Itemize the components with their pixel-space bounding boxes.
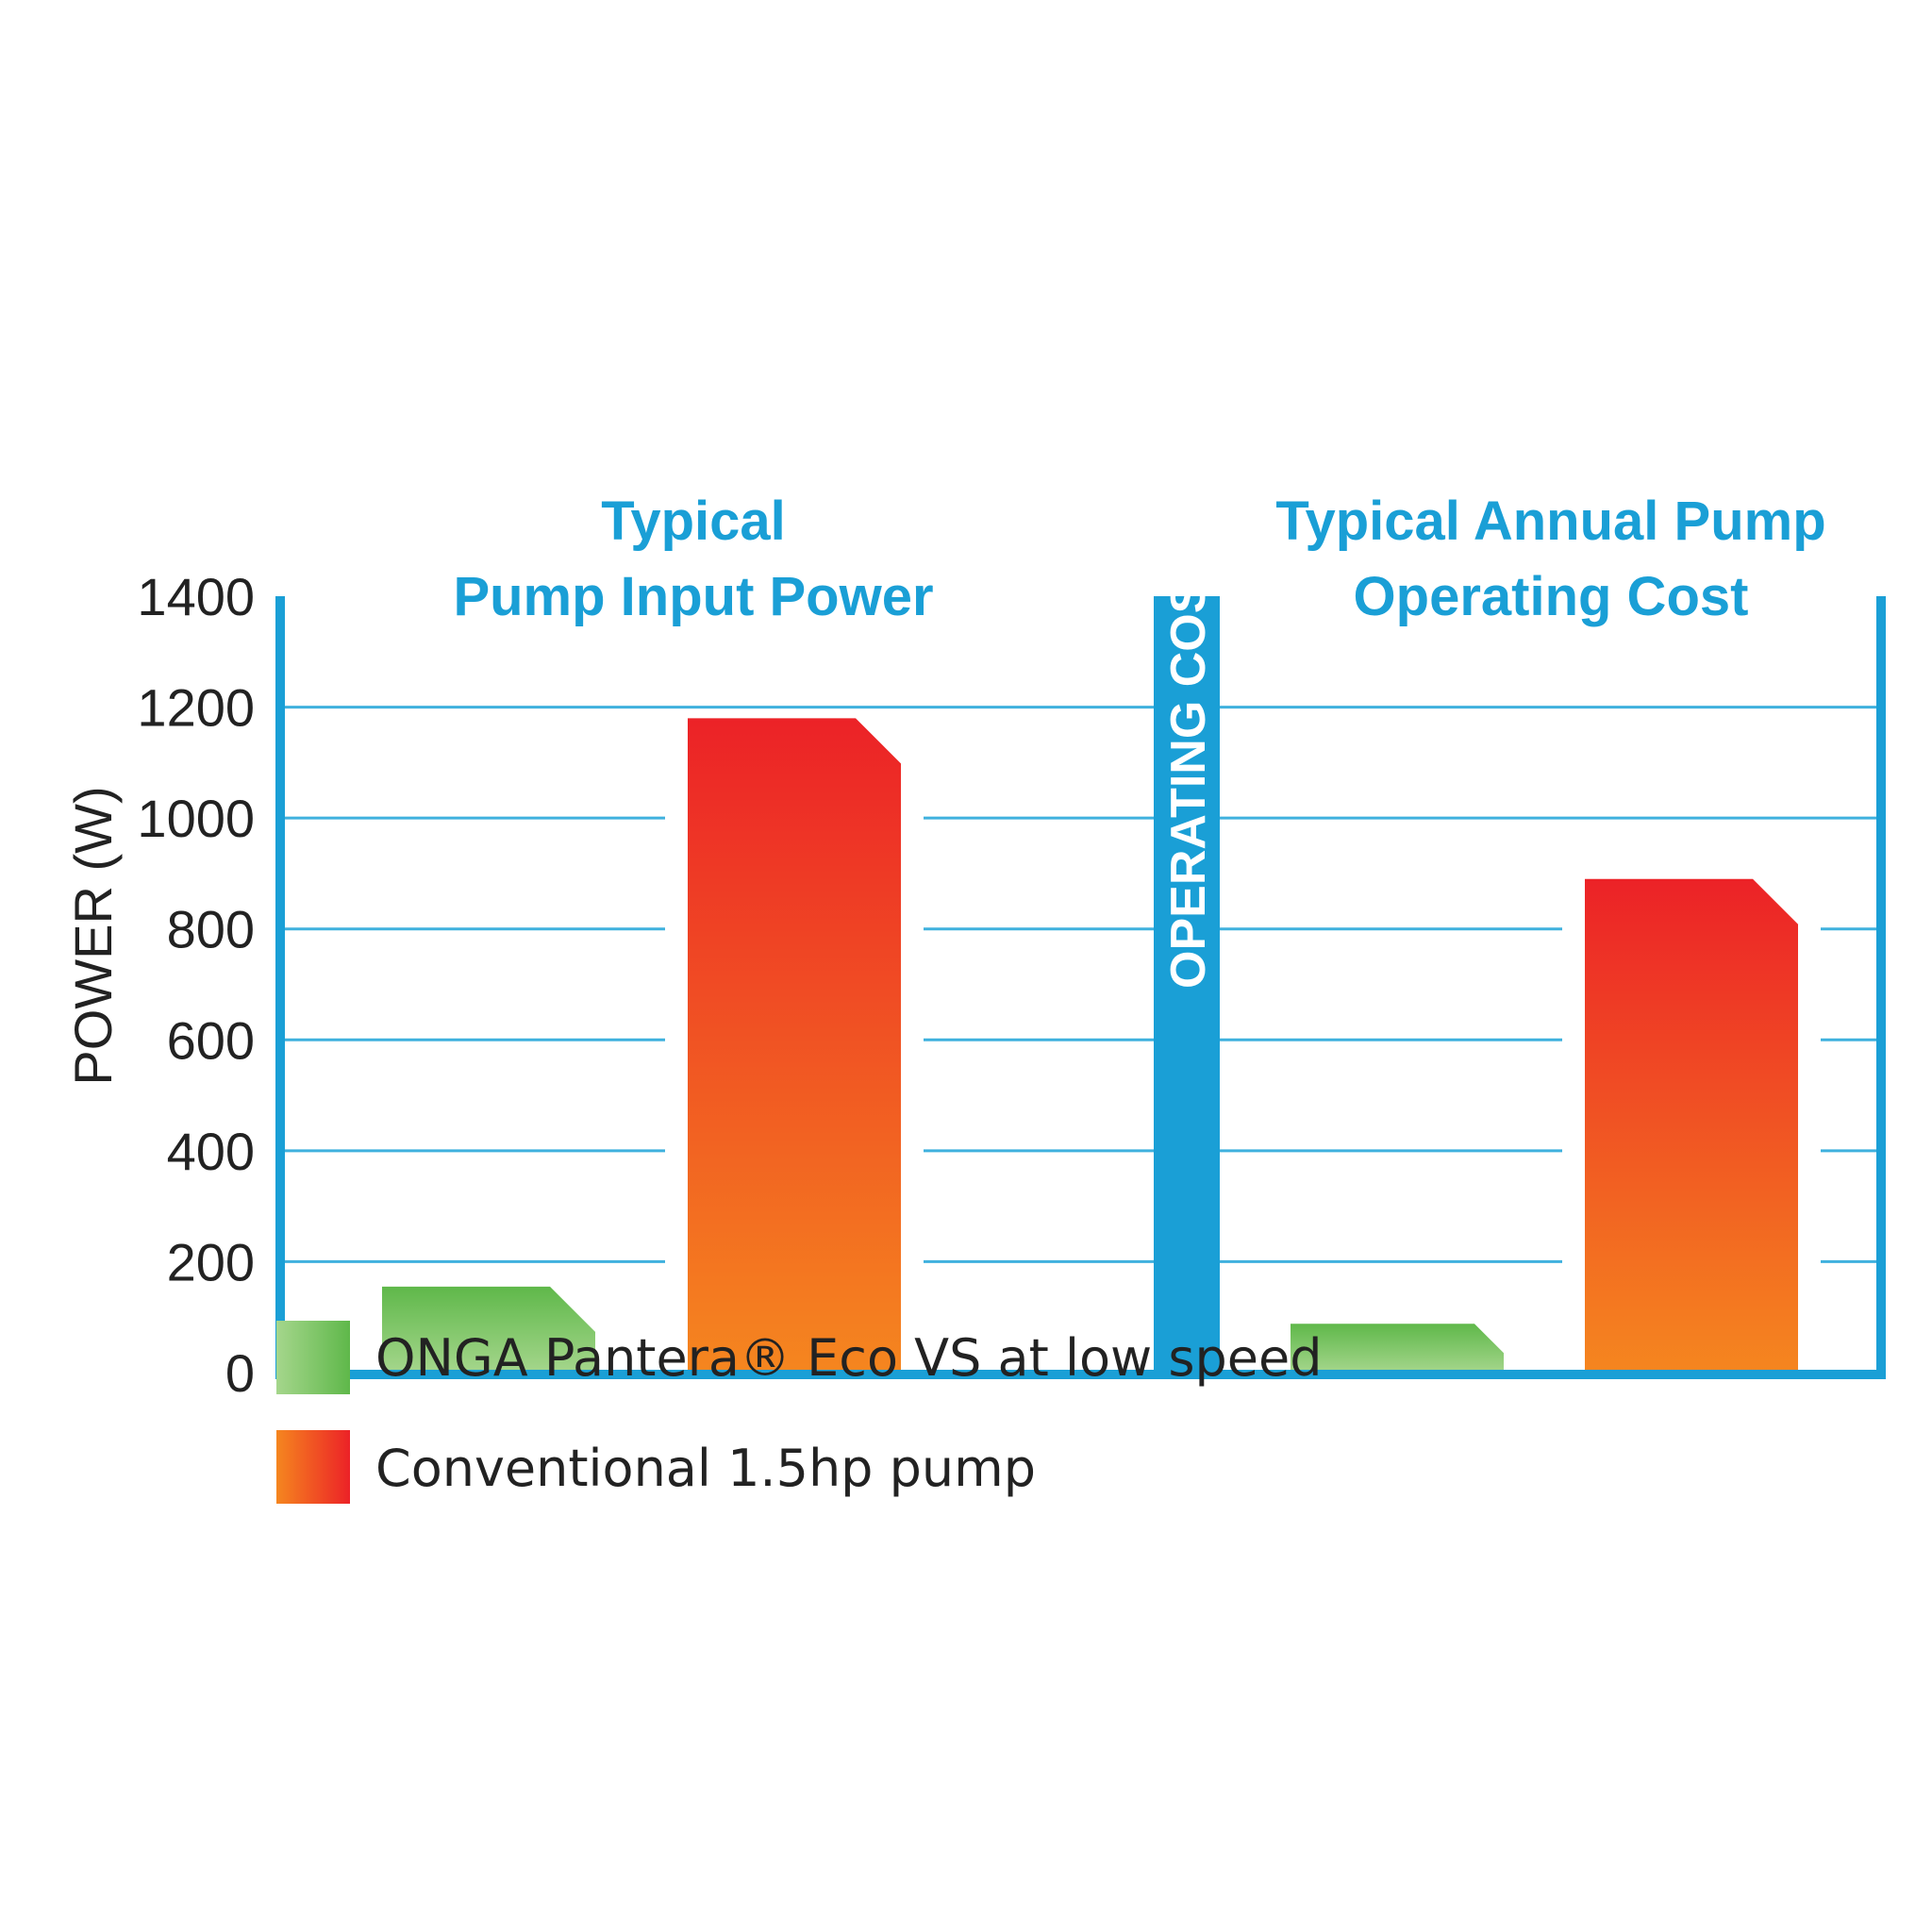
operating-cost-axis-band	[1154, 596, 1220, 1379]
legend-swatch-onga	[276, 1321, 350, 1394]
operating-cost-axis-label: OPERATING COST ($)	[1161, 477, 1216, 989]
y-tick-label: 600	[167, 1010, 255, 1070]
y-tick-label: 1000	[137, 789, 255, 848]
legend-label-onga: ONGA Pantera® Eco VS at low speed	[375, 1328, 1322, 1388]
chart-1-title-line-2: Pump Input Power	[453, 566, 933, 627]
y-tick-label: 1400	[137, 567, 255, 626]
y-tick-labels: 0 200 400 600 800 1000 1200 1400	[137, 567, 255, 1403]
y-tick-label: 200	[167, 1232, 255, 1291]
legend: ONGA Pantera® Eco VS at low speed Conven…	[276, 1321, 1322, 1504]
axes	[275, 596, 1886, 1379]
bar-chart2-series2	[1585, 878, 1798, 1373]
y-tick-label: 800	[167, 900, 255, 959]
y-axis-label: POWER (W)	[63, 786, 123, 1085]
legend-swatch-conventional	[276, 1430, 350, 1504]
bar-chart1-series1	[382, 1286, 595, 1373]
chart-2-title-line-1: Typical Annual Pump	[1275, 491, 1825, 552]
bar-chart2-series1	[1291, 1324, 1504, 1373]
y-tick-label: 400	[167, 1122, 255, 1181]
chart-2-title-line-2: Operating Cost	[1354, 566, 1749, 627]
bar-chart1-series2	[688, 718, 901, 1373]
bars	[359, 718, 1821, 1373]
y-tick-label: 0	[225, 1343, 255, 1403]
chart-1-title-line-1: Typical	[601, 491, 786, 552]
y-tick-label: 1200	[137, 678, 255, 738]
legend-label-conventional: Conventional 1.5hp pump	[375, 1439, 1036, 1498]
